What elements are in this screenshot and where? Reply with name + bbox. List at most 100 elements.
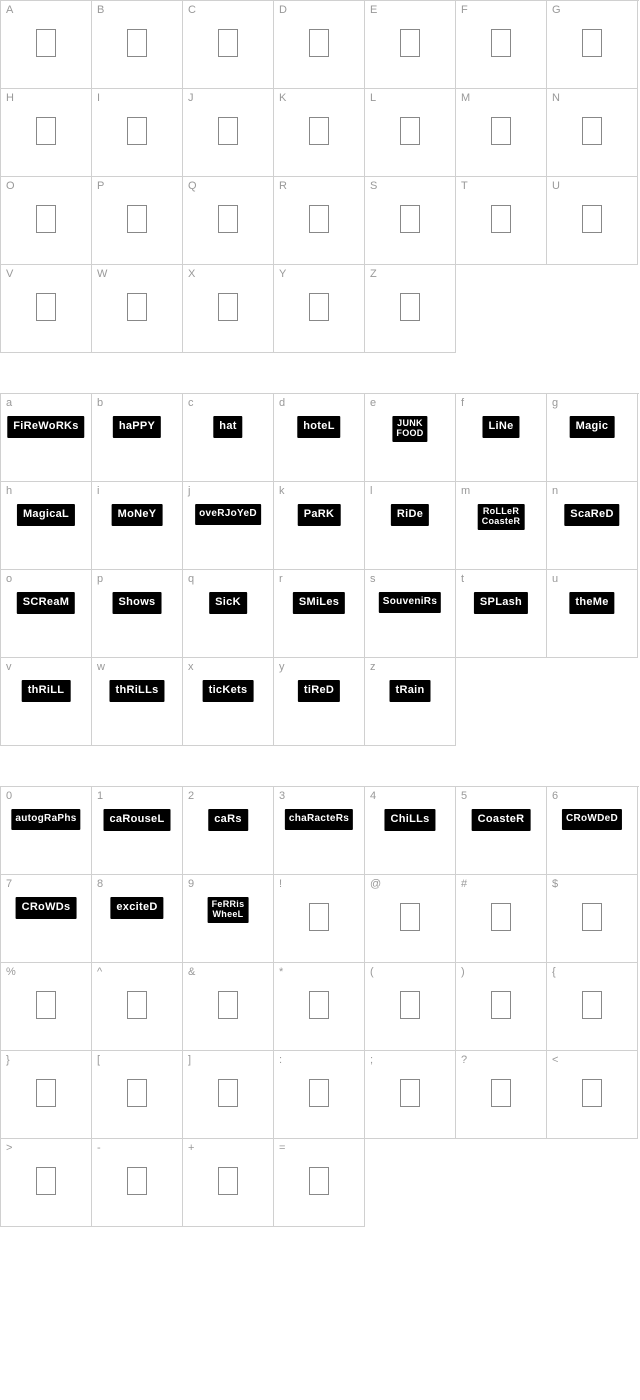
glyph-cell[interactable]: X: [183, 265, 274, 353]
glyph-cell[interactable]: K: [274, 89, 365, 177]
glyph-cell[interactable]: W: [92, 265, 183, 353]
glyph-cell[interactable]: lRiDe: [365, 482, 456, 570]
glyph-cell[interactable]: ztRain: [365, 658, 456, 746]
glyph-cell[interactable]: T: [456, 177, 547, 265]
glyph-cell[interactable]: :: [274, 1051, 365, 1139]
glyph-cell[interactable]: oSCReaM: [1, 570, 92, 658]
glyph-cell[interactable]: B: [92, 1, 183, 89]
empty-glyph-icon: [400, 1079, 420, 1107]
glyph-cell[interactable]: M: [456, 89, 547, 177]
glyph-cell[interactable]: ^: [92, 963, 183, 1051]
cell-label: Z: [370, 268, 377, 280]
glyph-cell[interactable]: Z: [365, 265, 456, 353]
glyph-cell[interactable]: S: [365, 177, 456, 265]
glyph-cell[interactable]: 4ChiLLs: [365, 787, 456, 875]
glyph-cell[interactable]: xticKets: [183, 658, 274, 746]
cell-label: B: [97, 4, 104, 16]
glyph-cell[interactable]: ]: [183, 1051, 274, 1139]
glyph-cell[interactable]: joveRJoYeD: [183, 482, 274, 570]
glyph-cell[interactable]: chat: [183, 394, 274, 482]
cell-label: }: [6, 1054, 10, 1066]
glyph-cell[interactable]: Y: [274, 265, 365, 353]
glyph-cell[interactable]: pShows: [92, 570, 183, 658]
glyph-cell[interactable]: 5CoasteR: [456, 787, 547, 875]
glyph-cell[interactable]: N: [547, 89, 638, 177]
cell-label: P: [97, 180, 104, 192]
glyph-cell[interactable]: %: [1, 963, 92, 1051]
word-glyph: ScaReD: [564, 504, 619, 526]
glyph-cell[interactable]: 8exciteD: [92, 875, 183, 963]
glyph-cell[interactable]: 6CRoWDeD: [547, 787, 638, 875]
glyph-cell[interactable]: L: [365, 89, 456, 177]
glyph-cell[interactable]: 0autogRaPhs: [1, 787, 92, 875]
glyph-cell[interactable]: G: [547, 1, 638, 89]
glyph-cell[interactable]: iMoNeY: [92, 482, 183, 570]
glyph-cell[interactable]: hMagicaL: [1, 482, 92, 570]
glyph-cell[interactable]: 1caRouseL: [92, 787, 183, 875]
empty-glyph-icon: [36, 29, 56, 57]
glyph-cell[interactable]: eJUNKFOOD: [365, 394, 456, 482]
glyph-cell[interactable]: -: [92, 1139, 183, 1227]
glyph-cell[interactable]: nScaReD: [547, 482, 638, 570]
glyph-cell[interactable]: H: [1, 89, 92, 177]
glyph-cell[interactable]: *: [274, 963, 365, 1051]
glyph-cell[interactable]: utheMe: [547, 570, 638, 658]
glyph-cell[interactable]: R: [274, 177, 365, 265]
glyph-cell[interactable]: qSicK: [183, 570, 274, 658]
glyph-cell[interactable]: mRoLLeRCoasteR: [456, 482, 547, 570]
glyph-cell[interactable]: P: [92, 177, 183, 265]
glyph-cell[interactable]: C: [183, 1, 274, 89]
glyph-cell[interactable]: D: [274, 1, 365, 89]
glyph-cell[interactable]: 9FeRRisWheeL: [183, 875, 274, 963]
glyph-cell[interactable]: {: [547, 963, 638, 1051]
glyph-cell[interactable]: V: [1, 265, 92, 353]
glyph-cell[interactable]: dhoteL: [274, 394, 365, 482]
glyph-cell[interactable]: $: [547, 875, 638, 963]
glyph-cell[interactable]: Q: [183, 177, 274, 265]
glyph-cell[interactable]: <: [547, 1051, 638, 1139]
glyph-cell[interactable]: [: [92, 1051, 183, 1139]
glyph-cell[interactable]: kPaRK: [274, 482, 365, 570]
cell-label: !: [279, 878, 282, 890]
glyph-cell[interactable]: !: [274, 875, 365, 963]
empty-glyph-icon: [127, 117, 147, 145]
word-glyph: SCReaM: [17, 592, 75, 614]
glyph-cell[interactable]: +: [183, 1139, 274, 1227]
glyph-cell[interactable]: ?: [456, 1051, 547, 1139]
cell-label: @: [370, 878, 381, 890]
glyph-cell[interactable]: wthRiLLs: [92, 658, 183, 746]
glyph-cell[interactable]: =: [274, 1139, 365, 1227]
empty-glyph-icon: [218, 29, 238, 57]
glyph-cell[interactable]: (: [365, 963, 456, 1051]
glyph-cell[interactable]: I: [92, 89, 183, 177]
glyph-cell[interactable]: ytiReD: [274, 658, 365, 746]
cell-label: 8: [97, 878, 103, 890]
glyph-cell[interactable]: 2caRs: [183, 787, 274, 875]
glyph-cell[interactable]: }: [1, 1051, 92, 1139]
glyph-cell[interactable]: sSouveniRs: [365, 570, 456, 658]
glyph-cell[interactable]: rSMiLes: [274, 570, 365, 658]
cell-label: {: [552, 966, 556, 978]
glyph-cell[interactable]: aFiReWoRKs: [1, 394, 92, 482]
glyph-cell[interactable]: 7CRoWDs: [1, 875, 92, 963]
glyph-cell[interactable]: A: [1, 1, 92, 89]
glyph-cell[interactable]: bhaPPY: [92, 394, 183, 482]
glyph-cell[interactable]: >: [1, 1139, 92, 1227]
glyph-cell[interactable]: ): [456, 963, 547, 1051]
glyph-cell[interactable]: tSPLash: [456, 570, 547, 658]
cell-label: G: [552, 4, 561, 16]
glyph-cell[interactable]: 3chaRacteRs: [274, 787, 365, 875]
glyph-cell[interactable]: #: [456, 875, 547, 963]
glyph-cell[interactable]: vthRiLL: [1, 658, 92, 746]
glyph-cell[interactable]: F: [456, 1, 547, 89]
glyph-cell[interactable]: @: [365, 875, 456, 963]
glyph-cell[interactable]: J: [183, 89, 274, 177]
word-glyph: RoLLeRCoasteR: [478, 504, 525, 530]
glyph-cell[interactable]: fLiNe: [456, 394, 547, 482]
glyph-cell[interactable]: O: [1, 177, 92, 265]
glyph-cell[interactable]: ;: [365, 1051, 456, 1139]
glyph-cell[interactable]: U: [547, 177, 638, 265]
glyph-cell[interactable]: &: [183, 963, 274, 1051]
glyph-cell[interactable]: E: [365, 1, 456, 89]
glyph-cell[interactable]: gMagic: [547, 394, 638, 482]
